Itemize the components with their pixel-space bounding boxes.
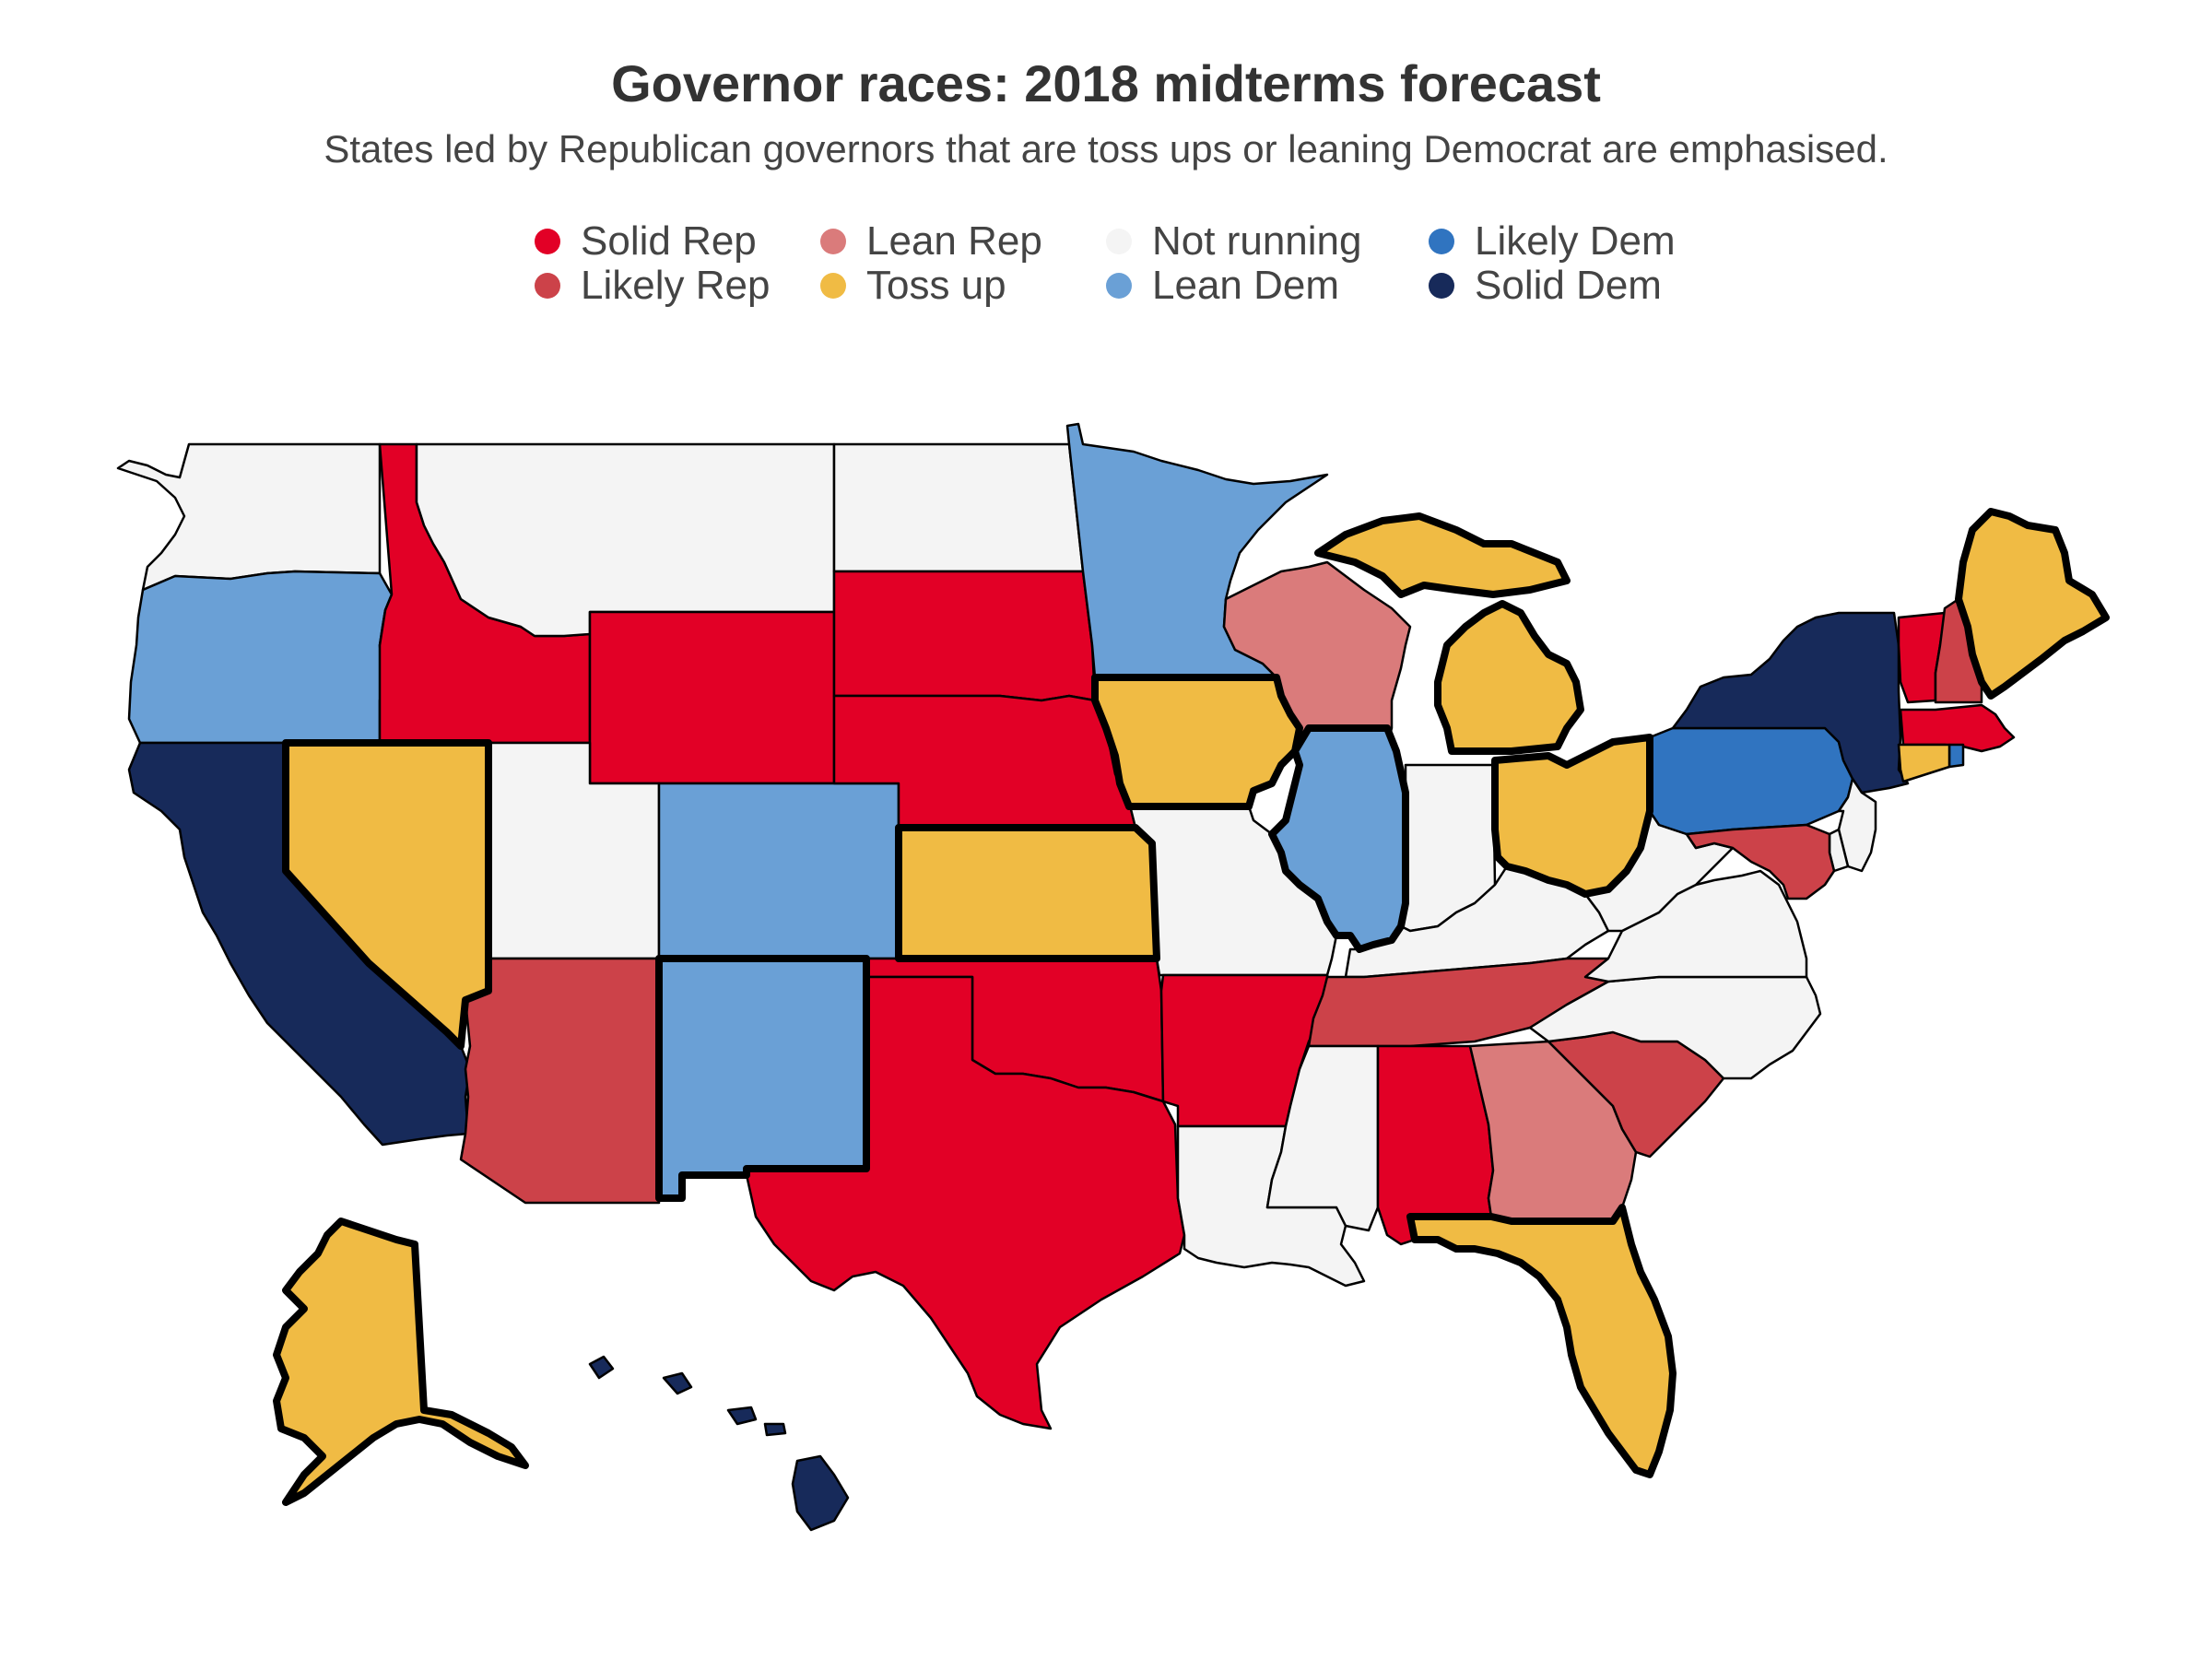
legend-label: Likely Dem	[1475, 218, 1676, 264]
state-mt	[415, 442, 836, 638]
state-nv	[282, 739, 492, 1050]
state-tx	[745, 975, 1186, 1430]
legend-swatch	[1429, 273, 1454, 299]
state-hi	[588, 1355, 850, 1532]
legend-label: Solid Dem	[1475, 263, 1662, 308]
state-co	[657, 782, 900, 960]
state-shape-ri	[1947, 743, 1965, 769]
state-shape-ak	[273, 1218, 529, 1506]
state-pa	[1648, 726, 1854, 836]
state-shape-co	[657, 782, 900, 960]
state-nc	[1528, 975, 1822, 1080]
state-shape-pa	[1648, 726, 1854, 836]
legend-swatch	[1106, 229, 1132, 254]
legend-label: Toss up	[866, 263, 1006, 308]
legend-label: Lean Dem	[1152, 263, 1340, 308]
state-shape-tx	[745, 975, 1186, 1430]
legend-swatch	[820, 273, 846, 299]
state-shape-az	[459, 957, 661, 1205]
legend-item-likely-rep: Likely Rep	[535, 263, 811, 308]
state-wy	[588, 610, 836, 785]
legend-swatch	[1106, 273, 1132, 299]
map-subtitle: States led by Republican governors that …	[324, 127, 1888, 171]
state-fl	[1406, 1204, 1677, 1478]
legend-label: Likely Rep	[581, 263, 771, 308]
state-shape-md	[1685, 823, 1836, 900]
state-shape-mi	[1314, 512, 1571, 598]
legend-item-likely-dem: Likely Dem	[1429, 218, 1724, 264]
state-shape-ia	[1091, 674, 1303, 810]
state-shape-wy	[588, 610, 836, 785]
legend-label: Solid Rep	[581, 218, 757, 264]
legend-item-solid-rep: Solid Rep	[535, 218, 811, 264]
legend-label: Not running	[1152, 218, 1362, 264]
state-shape-nd	[832, 442, 1085, 573]
state-or	[127, 570, 394, 745]
state-shape-ks	[895, 824, 1160, 962]
state-shape-hi	[791, 1454, 850, 1532]
legend-item-lean-dem: Lean Dem	[1106, 263, 1419, 308]
state-shape-oh	[1491, 734, 1653, 898]
state-nd	[832, 442, 1085, 573]
state-ak	[273, 1218, 529, 1506]
state-az	[459, 957, 661, 1205]
state-shape-nv	[282, 739, 492, 1050]
state-oh	[1491, 734, 1653, 898]
state-il	[1268, 724, 1409, 953]
state-ks	[895, 824, 1160, 962]
state-sd	[832, 570, 1097, 702]
state-shape-or	[127, 570, 394, 745]
state-shape-me	[1955, 508, 2110, 700]
map-title: Governor races: 2018 midterms forecast	[611, 54, 1601, 112]
state-shape-il	[1268, 724, 1409, 953]
legend-item-solid-dem: Solid Dem	[1429, 263, 1724, 308]
state-shape-nm	[655, 955, 870, 1202]
state-nm	[655, 955, 870, 1202]
state-shape-sd	[832, 570, 1097, 702]
legend-swatch	[535, 273, 560, 299]
state-layer	[116, 422, 2016, 1532]
state-shape-hi	[763, 1422, 787, 1437]
state-shape-hi	[662, 1371, 693, 1395]
legend-swatch	[820, 229, 846, 254]
legend-label: Lean Rep	[866, 218, 1042, 264]
legend-swatch	[1429, 229, 1454, 254]
state-ri	[1947, 743, 1965, 769]
state-ia	[1091, 674, 1303, 810]
state-shape-hi	[726, 1406, 758, 1426]
state-ct	[1897, 743, 1951, 783]
state-shape-hi	[588, 1355, 615, 1380]
legend-item-lean-rep: Lean Rep	[820, 218, 1097, 264]
state-shape-wa	[116, 442, 382, 592]
state-shape-ct	[1897, 743, 1951, 783]
state-shape-mt	[415, 442, 836, 638]
legend-item-toss-up: Toss up	[820, 263, 1097, 308]
state-mi	[1314, 512, 1584, 755]
state-wa	[116, 442, 382, 592]
legend-swatch	[535, 229, 560, 254]
state-md	[1685, 823, 1836, 900]
state-me	[1955, 508, 2110, 700]
state-shape-mi	[1434, 600, 1584, 755]
state-shape-fl	[1406, 1204, 1677, 1478]
legend: Solid Rep Likely Rep Lean Rep Toss up No…	[535, 218, 1751, 312]
state-shape-nc	[1528, 975, 1822, 1080]
emphasised-state-layer	[273, 508, 2110, 1506]
legend-item-not-running: Not running	[1106, 218, 1419, 264]
